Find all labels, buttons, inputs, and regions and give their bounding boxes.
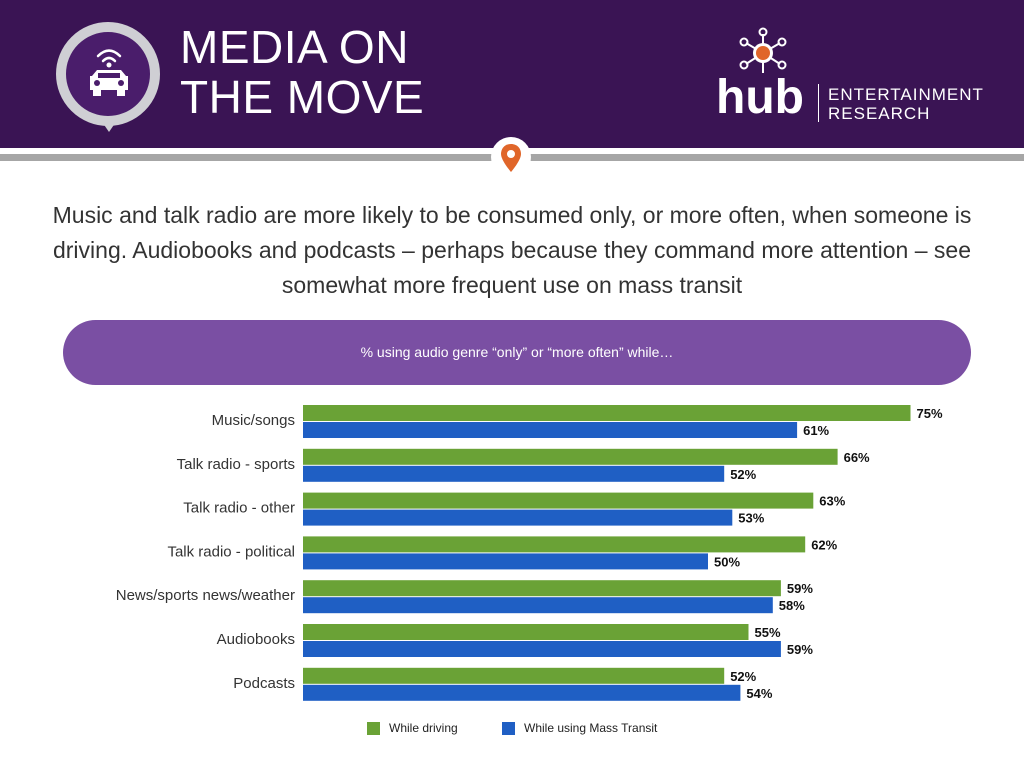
data-label: 52% [730, 467, 756, 482]
bar-driving [303, 667, 725, 684]
bar-transit [303, 465, 725, 482]
title-line-1: MEDIA ON [180, 21, 409, 73]
data-label: 61% [803, 423, 829, 438]
data-label: 59% [787, 581, 813, 596]
data-label: 54% [746, 686, 772, 701]
bar-transit [303, 422, 798, 438]
bar-transit [303, 597, 773, 614]
data-label: 66% [844, 450, 870, 465]
legend-label-driving: While driving [389, 721, 458, 735]
category-label: Podcasts [233, 675, 295, 692]
bar-driving [303, 580, 781, 597]
bar-driving [303, 492, 814, 509]
data-label: 58% [779, 598, 805, 613]
legend-swatch-transit [502, 721, 515, 735]
logo-line-1: ENTERTAINMENT [828, 85, 984, 104]
category-label: Talk radio - political [167, 543, 295, 560]
chart-title: % using audio genre “only” or “more ofte… [63, 320, 971, 385]
badge-tail [98, 116, 120, 132]
data-label: 50% [714, 554, 740, 569]
logo-line-2: RESEARCH [828, 104, 931, 123]
legend-item-driving: While driving [367, 721, 458, 735]
data-label: 55% [755, 625, 781, 640]
bar-transit [303, 684, 741, 701]
data-label: 59% [787, 642, 813, 657]
bar-transit [303, 509, 733, 526]
bar-transit [303, 553, 708, 570]
legend-item-transit: While using Mass Transit [502, 721, 657, 735]
bar-transit [303, 641, 781, 657]
logo-divider [818, 84, 819, 122]
hub-logo-icon [739, 27, 787, 73]
car-location-icon [90, 49, 128, 96]
data-label: 75% [917, 406, 943, 421]
data-label: 53% [738, 511, 764, 526]
category-label: Talk radio - sports [177, 456, 295, 473]
data-label: 63% [819, 494, 845, 509]
subtitle: Music and talk radio are more likely to … [52, 202, 972, 298]
hub-logo-text: ENTERTAINMENT RESEARCH [828, 85, 984, 123]
category-label: Music/songs [212, 412, 295, 429]
data-label: 52% [730, 669, 756, 684]
category-label: Audiobooks [217, 631, 295, 648]
page-title: MEDIA ON THE MOVE [180, 22, 424, 122]
bar-chart: Music/songs 75% 61% Talk radio - sports 66% 5… [116, 405, 943, 701]
bar-driving [303, 624, 749, 640]
header-banner [0, 0, 1024, 148]
category-label: Talk radio - other [183, 500, 295, 517]
legend-label-transit: While using Mass Transit [524, 721, 658, 735]
bar-driving [303, 448, 838, 465]
location-pin-icon [501, 144, 521, 172]
bar-driving [303, 536, 806, 553]
title-line-2: THE MOVE [180, 71, 425, 123]
data-label: 62% [811, 537, 837, 552]
category-label: News/sports news/weather [116, 587, 295, 604]
bar-driving [303, 405, 911, 421]
legend-swatch-driving [367, 721, 380, 735]
hub-logo-word: hub [716, 71, 804, 124]
